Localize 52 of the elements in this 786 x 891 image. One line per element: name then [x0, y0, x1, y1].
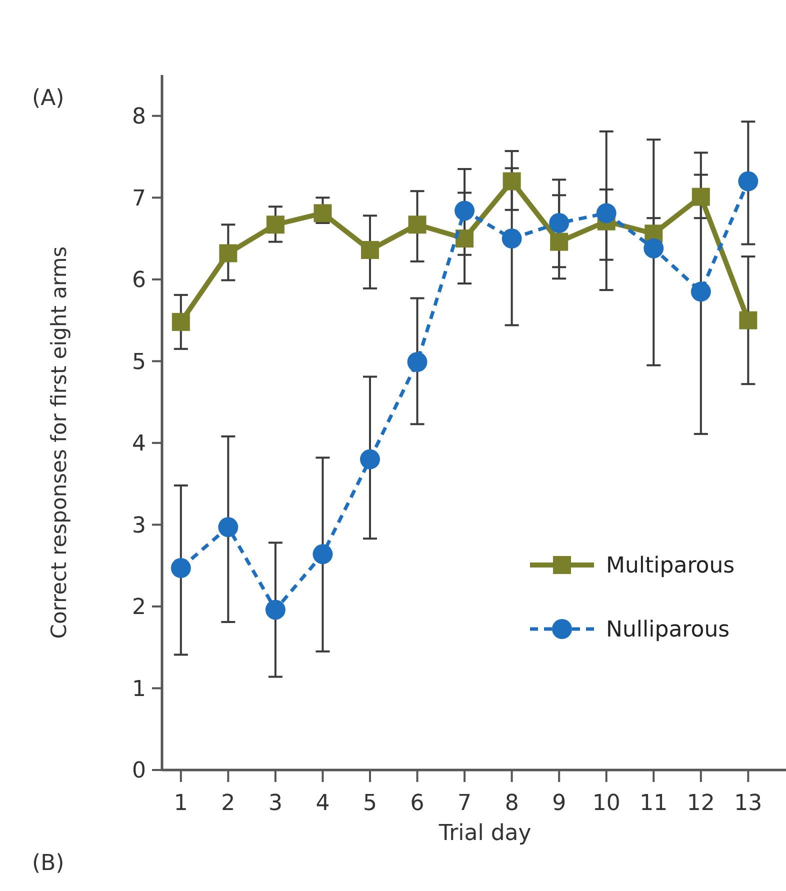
point	[360, 449, 380, 470]
point	[502, 228, 522, 249]
point	[644, 238, 664, 258]
point	[550, 232, 568, 251]
x-tick-label: 9	[552, 791, 566, 816]
y-tick-label: 6	[132, 268, 146, 294]
point	[312, 544, 333, 564]
point	[454, 200, 475, 221]
point	[265, 600, 286, 620]
x-tick-label: 12	[686, 791, 715, 816]
point	[596, 203, 616, 224]
point	[456, 230, 474, 248]
legend-label: Nulliparous	[606, 618, 730, 643]
x-tick-label: 3	[268, 791, 282, 816]
x-tick-label: 8	[504, 791, 519, 816]
point	[266, 216, 284, 234]
x-tick-label: 6	[410, 791, 424, 816]
text: (A)	[32, 86, 64, 111]
legend-label: Multiparous	[606, 554, 735, 579]
x-tick-label: 2	[221, 791, 236, 816]
x-tick-label: 1	[174, 791, 188, 816]
y-tick-label: 5	[132, 350, 146, 375]
point	[549, 212, 570, 233]
x-axis-title: Trial day	[438, 821, 532, 846]
x-tick-label: 5	[363, 791, 377, 816]
x-tick-label: 7	[458, 791, 472, 816]
point	[408, 216, 426, 234]
x-tick-label: 4	[316, 791, 330, 816]
y-tick-label: 7	[132, 186, 146, 212]
point	[692, 188, 710, 206]
y-tick-label: 3	[132, 513, 146, 538]
point	[502, 172, 521, 190]
y-tick-label: 0	[132, 758, 146, 784]
point	[361, 240, 379, 259]
point	[219, 244, 238, 262]
point	[690, 282, 711, 302]
point	[218, 517, 238, 538]
text: (B)	[32, 851, 64, 876]
point	[738, 171, 758, 192]
point	[172, 312, 190, 331]
y-tick-label: 1	[132, 676, 146, 702]
x-tick-label: 10	[592, 791, 620, 816]
x-tick-label: 13	[734, 791, 762, 816]
point	[170, 558, 191, 578]
y-tick-label: 2	[132, 595, 146, 620]
y-tick-label: 8	[132, 104, 146, 130]
point	[739, 311, 758, 330]
point	[407, 352, 428, 372]
x-tick-label: 11	[640, 791, 668, 816]
point	[314, 204, 332, 222]
y-tick-label: 4	[132, 432, 146, 457]
y-axis-title: Correct responses for first eight arms	[47, 246, 71, 639]
